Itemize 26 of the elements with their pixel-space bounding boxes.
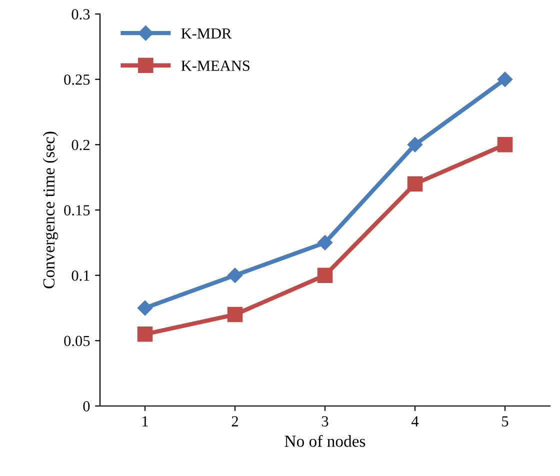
point: [137, 300, 153, 316]
point: [407, 137, 423, 152]
y-tick-label: 0.2: [72, 140, 90, 150]
point: [317, 268, 333, 283]
point: [497, 137, 513, 152]
y-tick-label: 0.05: [64, 336, 90, 346]
x-tick-label: 4: [411, 416, 419, 426]
x-axis-title: No of nodes: [284, 434, 366, 447]
y-tick-label: 0.15: [64, 205, 90, 216]
x-tick-label: 2: [232, 416, 238, 426]
point: [227, 268, 243, 283]
y-tick-label: 0.3: [72, 9, 90, 20]
legend-label: K-MEANS: [181, 60, 250, 71]
x-tick-label: 5: [502, 416, 508, 426]
point: [137, 326, 153, 342]
point: [497, 72, 513, 87]
y-tick-label: 0: [83, 401, 90, 412]
y-axis-title: Convergence time (sec): [42, 132, 58, 288]
point: [317, 235, 333, 250]
x-tick-label: 1: [142, 416, 148, 426]
y-tick-label: 0.25: [64, 74, 90, 85]
point: [407, 176, 423, 192]
legend-label: K-MDR: [181, 28, 232, 38]
point: [227, 306, 243, 322]
x-tick-label: 3: [322, 416, 328, 426]
y-tick-label: 0.1: [72, 270, 90, 281]
